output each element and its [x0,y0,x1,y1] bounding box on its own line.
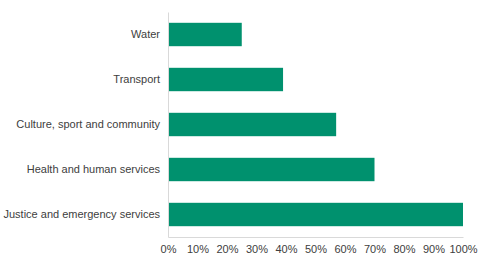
tick: Transport [113,73,160,85]
tick-label: 30% [246,243,268,255]
bar [168,23,242,46]
tick-label: 100% [449,243,477,255]
value-axis: 0% 10% 20% 30% 40% 50% 60% 70% 80% 90% 100% [161,238,478,255]
axis-line [168,13,169,238]
tick: Water [131,28,160,40]
tick-label: 80% [393,243,415,255]
tick-label: Water [131,28,160,40]
tick-label: Culture, sport and community [16,118,160,130]
tick: 60% [334,243,356,255]
tick-label: 10% [187,243,209,255]
tick-label: 90% [423,243,445,255]
tick: 90% [423,243,445,255]
tick-label: 0% [161,243,177,255]
tick: Health and human services [27,163,161,175]
tick: 70% [364,243,386,255]
tick: 100% [449,243,477,255]
tick-label: Justice and emergency services [3,208,160,220]
bar [168,203,463,226]
bar [168,158,375,181]
tick: 20% [216,243,238,255]
bar [168,68,283,91]
tick-label: Health and human services [27,163,161,175]
tick-label: 50% [305,243,327,255]
tick: 50% [305,243,327,255]
tick-label: 20% [216,243,238,255]
category-axis: Water Transport Culture, sport and communi… [3,13,168,238]
plot: 0% 10% 20% 30% 40% 50% 60% 70% 80% 90% 100% Water Tr… [3,13,477,255]
tick-label: 40% [275,243,297,255]
tick: 40% [275,243,297,255]
bar [168,113,336,136]
tick: 0% [161,243,177,255]
tick-label: 60% [334,243,356,255]
tick: 30% [246,243,268,255]
chart: 0% 10% 20% 30% 40% 50% 60% 70% 80% 90% 100% Water Tr… [0,0,500,275]
bars [168,23,463,226]
tick: 10% [187,243,209,255]
tick: Culture, sport and community [16,118,160,130]
axis-line [169,237,464,238]
tick: Justice and emergency services [3,208,160,220]
tick-label: 70% [364,243,386,255]
tick-label: Transport [113,73,160,85]
tick: 80% [393,243,415,255]
